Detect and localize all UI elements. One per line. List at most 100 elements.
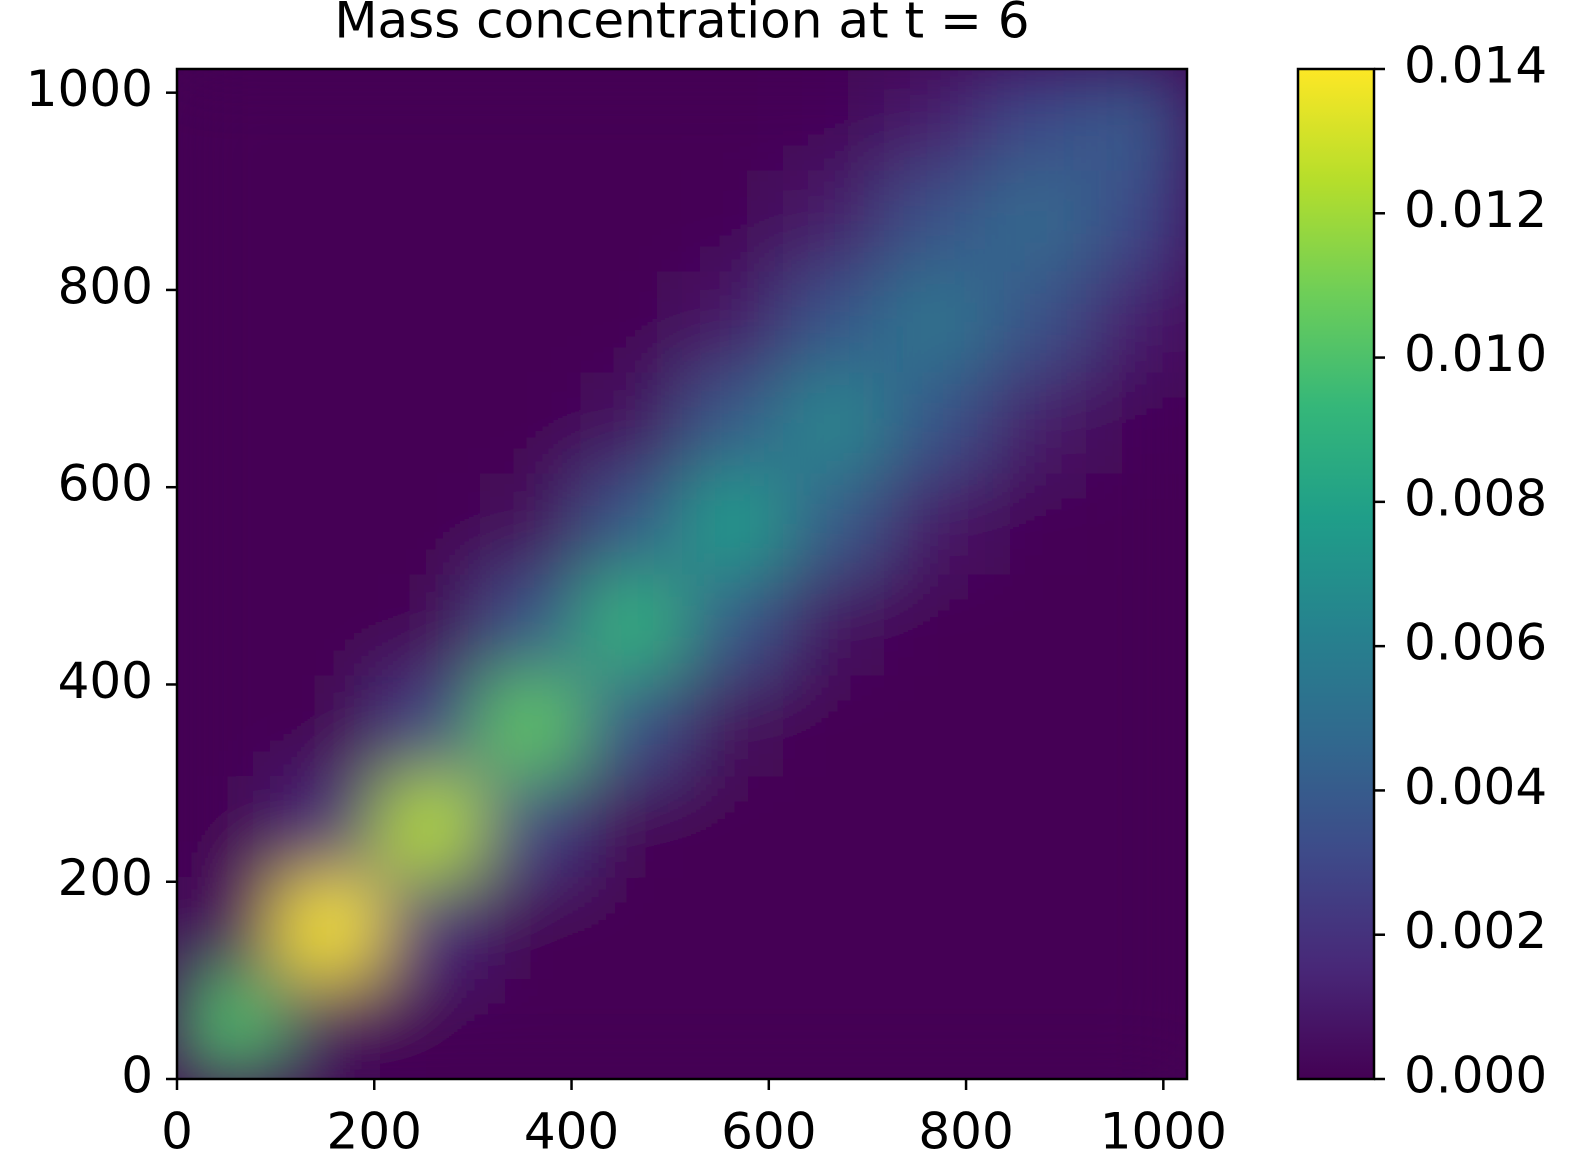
colorbar-tick-label: 0.014 xyxy=(1404,37,1547,95)
colorbar-tick-label: 0.012 xyxy=(1404,181,1547,239)
colorbar-tick-label: 0.004 xyxy=(1404,758,1547,816)
y-tick-label: 200 xyxy=(58,849,153,907)
colorbar xyxy=(1296,67,1376,1081)
heatmap-cell xyxy=(177,574,279,676)
heatmap-cell xyxy=(1086,877,1187,979)
heatmap-cell xyxy=(682,574,784,676)
heatmap-cell xyxy=(985,776,1087,878)
heatmap-cell xyxy=(278,978,380,1079)
heatmap-cell xyxy=(581,978,683,1079)
heatmap-cell xyxy=(480,978,582,1079)
heatmap-cell xyxy=(177,271,279,373)
heatmap-cell xyxy=(278,877,380,979)
heatmap-cell xyxy=(379,271,481,373)
heatmap-cell xyxy=(581,170,683,272)
heatmap-cell xyxy=(985,978,1087,1079)
heatmap-cell xyxy=(884,877,986,979)
heatmap-cell xyxy=(177,978,279,1079)
heatmap-cell xyxy=(278,675,380,777)
heatmap-cell xyxy=(379,170,481,272)
heatmap-cell xyxy=(884,69,986,171)
heatmap-cell xyxy=(278,776,380,878)
x-tick-label: 600 xyxy=(721,1103,816,1161)
heatmap-cell xyxy=(177,170,279,272)
heatmap-cell xyxy=(278,372,380,474)
heatmap-cell xyxy=(581,776,683,878)
chart-title: Mass concentration at t = 6 xyxy=(334,0,1029,50)
heatmap-cell xyxy=(682,776,784,878)
x-tick-label: 800 xyxy=(918,1103,1013,1161)
heatmap-cell xyxy=(581,372,683,474)
heatmap-cell xyxy=(783,271,885,373)
heatmap-cell xyxy=(1086,271,1187,373)
heatmap-cell xyxy=(783,877,885,979)
heatmap-cell xyxy=(177,473,279,575)
heatmap-cell xyxy=(884,170,986,272)
heatmap-cell xyxy=(985,271,1087,373)
heatmap-cell xyxy=(379,675,481,777)
x-tick-label: 200 xyxy=(327,1103,422,1161)
heatmap-cell xyxy=(985,473,1087,575)
heatmap-cell xyxy=(1086,675,1187,777)
heatmap-cell xyxy=(884,271,986,373)
heatmap-cell xyxy=(783,473,885,575)
heatmap-cell xyxy=(1086,473,1187,575)
heatmap-cell xyxy=(379,473,481,575)
heatmap-cell xyxy=(682,271,784,373)
heatmap-cell xyxy=(480,675,582,777)
heatmap-cell xyxy=(581,877,683,979)
heatmap-cell xyxy=(480,170,582,272)
heatmap-cell xyxy=(177,776,279,878)
heatmap-cell xyxy=(783,69,885,171)
heatmap-cell xyxy=(177,372,279,474)
heatmap-cell xyxy=(884,473,986,575)
y-tick-label: 600 xyxy=(58,455,153,513)
y-tick-label: 0 xyxy=(121,1047,153,1105)
heatmap-cell xyxy=(1086,574,1187,676)
heatmap-cell xyxy=(783,776,885,878)
heatmap-cell xyxy=(379,776,481,878)
heatmap-cell xyxy=(985,372,1087,474)
heatmap-cell xyxy=(379,978,481,1079)
heatmap-cell xyxy=(985,170,1087,272)
heatmap-cell xyxy=(884,776,986,878)
heatmap-cell xyxy=(278,473,380,575)
heatmap-cell xyxy=(278,271,380,373)
colorbar-tick-label: 0.002 xyxy=(1404,902,1547,960)
heatmap-cell xyxy=(278,574,380,676)
heatmap-cell xyxy=(682,675,784,777)
heatmap-cell xyxy=(278,170,380,272)
x-tick-label: 0 xyxy=(161,1103,193,1161)
heatmap-cell xyxy=(278,69,380,171)
heatmap-cell xyxy=(985,675,1087,777)
heatmap-cell xyxy=(783,675,885,777)
heatmap-cell xyxy=(783,170,885,272)
heatmap-cell xyxy=(379,877,481,979)
heatmap-cell xyxy=(783,978,885,1079)
heatmap-cell xyxy=(379,69,481,171)
plot-frame xyxy=(175,67,1189,1081)
heatmap-cell xyxy=(783,372,885,474)
heatmap-clip xyxy=(177,69,1187,1079)
heatmap-cell xyxy=(783,574,885,676)
heatmap-cell xyxy=(177,69,279,171)
heatmap-cell xyxy=(682,170,784,272)
heatmap-cell xyxy=(682,69,784,171)
heatmap-cell xyxy=(682,473,784,575)
heatmap-cell xyxy=(379,574,481,676)
heatmap-cell xyxy=(1086,776,1187,878)
heatmap-cell xyxy=(985,877,1087,979)
colorbar-tick-label: 0.000 xyxy=(1404,1047,1547,1105)
heatmap-cell xyxy=(177,877,279,979)
heatmap-cell xyxy=(1086,69,1187,171)
heatmap-cell xyxy=(480,776,582,878)
heatmap-cell xyxy=(1086,372,1187,474)
colorbar-tick-label: 0.008 xyxy=(1404,469,1547,527)
heatmap-cell xyxy=(379,372,481,474)
heatmap-cell xyxy=(884,574,986,676)
colorbar-tick-label: 0.006 xyxy=(1404,614,1547,672)
heatmap-cell xyxy=(480,473,582,575)
heatmap-cell xyxy=(480,271,582,373)
heatmap-cell xyxy=(480,574,582,676)
